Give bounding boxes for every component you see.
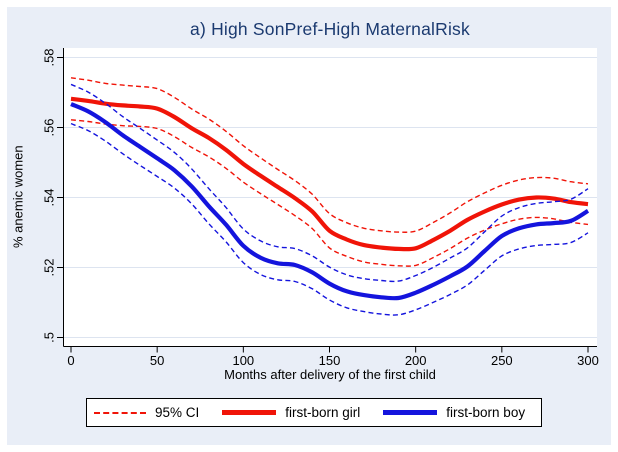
svg-text:.54: .54 bbox=[42, 188, 57, 206]
x-axis-title: Months after delivery of the first child bbox=[224, 367, 436, 382]
svg-text:200: 200 bbox=[405, 353, 427, 368]
series-95-ci-first-born-girl-upper- bbox=[70, 77, 589, 233]
svg-text:0: 0 bbox=[67, 353, 74, 368]
legend-label-boy: first-born boy bbox=[446, 405, 526, 420]
ci-dashed-line-sample bbox=[94, 411, 146, 414]
svg-text:250: 250 bbox=[491, 353, 513, 368]
y-tick-labels: .5 .52 .54 .56 .58 bbox=[42, 48, 57, 342]
series-first-born-girl bbox=[70, 96, 589, 252]
y-axis-title: % anemic women bbox=[10, 145, 26, 249]
series-95-ci-first-born-girl-lower- bbox=[70, 119, 589, 267]
svg-text:.58: .58 bbox=[42, 48, 57, 66]
series-95-ci-first-born-boy-upper- bbox=[70, 83, 589, 283]
legend: 95% CI first-born girl first-born boy bbox=[86, 398, 542, 427]
svg-text:300: 300 bbox=[577, 353, 599, 368]
legend-label-girl: first-born girl bbox=[285, 405, 361, 420]
legend-label-ci: 95% CI bbox=[155, 405, 200, 420]
svg-text:100: 100 bbox=[232, 353, 254, 368]
svg-text:.52: .52 bbox=[42, 258, 57, 276]
boy-line-sample bbox=[383, 410, 438, 415]
svg-text:150: 150 bbox=[319, 353, 341, 368]
data-series bbox=[70, 77, 590, 316]
svg-text:.5: .5 bbox=[42, 332, 57, 343]
girl-line-sample bbox=[222, 410, 277, 415]
series-first-born-boy bbox=[70, 102, 590, 301]
series-95-ci-first-born-boy-lower- bbox=[70, 122, 589, 316]
chart-title: a) High SonPref-High MaternalRisk bbox=[190, 19, 470, 39]
svg-text:.56: .56 bbox=[42, 118, 57, 136]
x-tick-labels: 0 50 100 150 200 250 300 bbox=[67, 353, 598, 368]
gridlines bbox=[63, 57, 597, 338]
svg-text:50: 50 bbox=[150, 353, 164, 368]
axes bbox=[57, 48, 597, 353]
